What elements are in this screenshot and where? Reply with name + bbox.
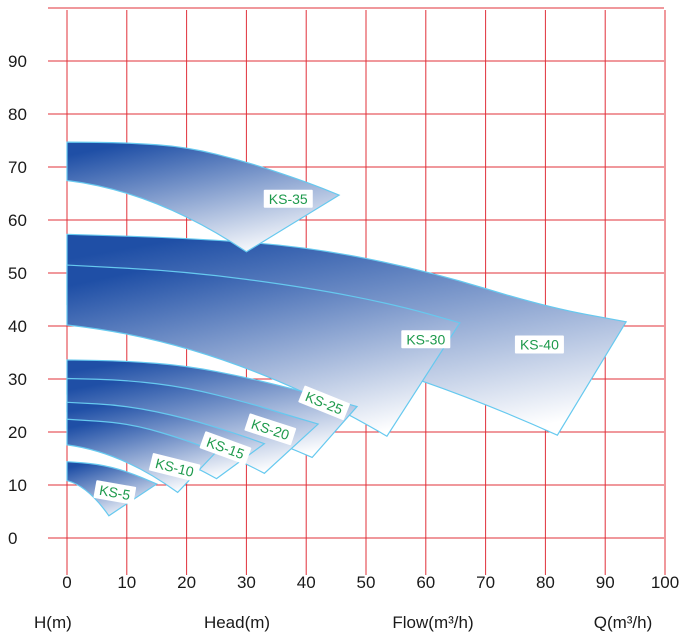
label-box <box>514 335 564 354</box>
y-tick-label: 80 <box>8 105 27 124</box>
x-axis-title: Head(m) <box>204 613 270 632</box>
x-tick-label: 0 <box>62 573 71 592</box>
y-tick-label: 40 <box>8 317 27 336</box>
q-unit-label: Q(m³/h) <box>594 613 653 632</box>
label-ks-30: KS-30 <box>401 330 451 349</box>
y-tick-label: 0 <box>8 529 17 548</box>
y-tick-label: 70 <box>8 158 27 177</box>
label-box <box>199 431 252 465</box>
label-box <box>148 453 201 482</box>
label-box <box>298 385 350 421</box>
x-tick-label: 20 <box>177 573 196 592</box>
axis-captions: H(m) Head(m) Flow(m³/h) Q(m³/h) <box>34 613 652 632</box>
h-unit-label: H(m) <box>34 613 72 632</box>
area-ks-30 <box>66 264 461 438</box>
flow-unit-label: Flow(m³/h) <box>392 613 473 632</box>
label-ks-35: KS-35 <box>263 189 313 208</box>
x-tick-label: 30 <box>237 573 256 592</box>
y-tick-label: 20 <box>8 423 27 442</box>
label-text: KS-40 <box>520 337 559 353</box>
x-tick-label: 80 <box>536 573 555 592</box>
grid-lines <box>48 7 666 575</box>
x-tick-label: 10 <box>117 573 136 592</box>
y-tick-label: 60 <box>8 211 27 230</box>
label-box <box>93 480 137 505</box>
y-tick-label: 30 <box>8 370 27 389</box>
label-text: KS-35 <box>269 191 308 207</box>
x-tick-label: 60 <box>416 573 435 592</box>
y-tick-label: 50 <box>8 264 27 283</box>
label-text: KS-5 <box>98 482 132 503</box>
label-ks-40: KS-40 <box>514 335 564 354</box>
label-text: KS-30 <box>406 331 445 347</box>
label-ks-5: KS-5 <box>93 480 137 505</box>
x-tick-label: 90 <box>596 573 615 592</box>
x-axis-ticks: 0102030405060708090100110 <box>62 573 679 592</box>
label-box <box>244 413 297 446</box>
x-tick-label: 100 <box>651 573 679 592</box>
y-tick-label: 90 <box>8 52 27 71</box>
curve-areas <box>66 141 628 517</box>
area-ks-35 <box>66 141 341 253</box>
x-tick-label: 50 <box>357 573 376 592</box>
y-axis-ticks: 0 10 20 30 40 50 60 70 80 90 <box>8 52 27 548</box>
label-box <box>263 189 313 208</box>
label-box <box>401 330 451 349</box>
x-tick-label: 70 <box>476 573 495 592</box>
y-tick-label: 10 <box>8 476 27 495</box>
x-tick-label: 40 <box>297 573 316 592</box>
